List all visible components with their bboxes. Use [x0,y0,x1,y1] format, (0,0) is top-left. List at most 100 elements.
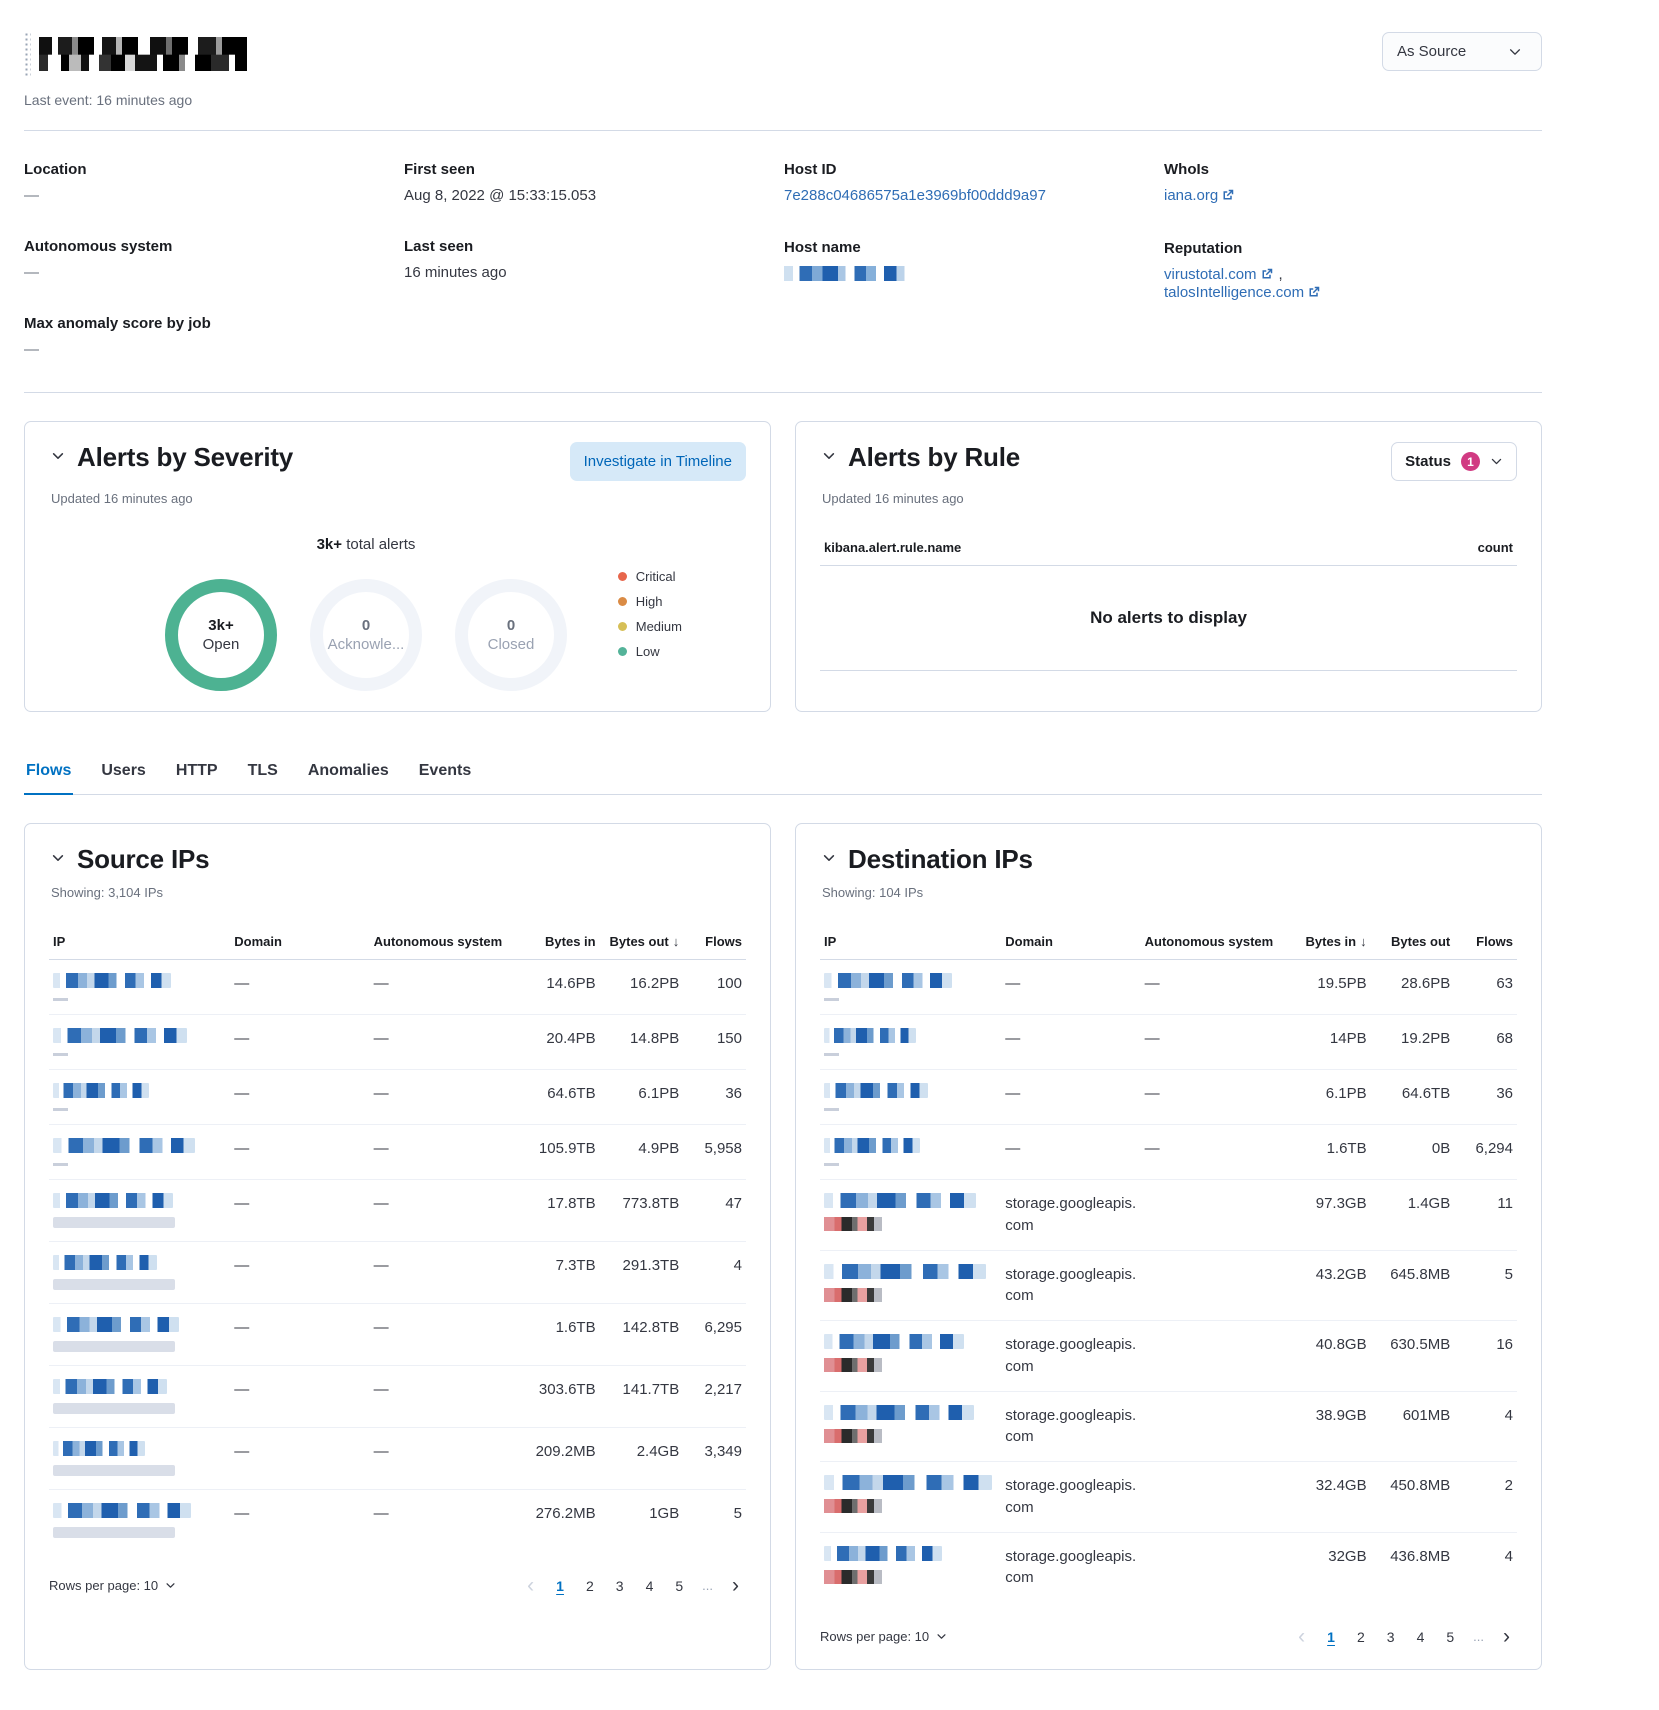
page-number-2[interactable]: 2 [585,1577,594,1594]
tab-tls[interactable]: TLS [247,762,278,779]
cell-ip-redacted[interactable] [820,1179,1002,1251]
as-source-select[interactable]: As Source [1382,32,1542,71]
cell-bytes-out: 0B [1370,1124,1455,1180]
ip-link-redacted[interactable] [53,1255,157,1270]
cell-ip-redacted[interactable] [49,1303,231,1366]
ip-link-redacted[interactable] [824,1193,976,1208]
previous-page-icon[interactable]: ‹ [527,1574,535,1597]
ip-link-redacted[interactable] [53,1317,179,1332]
column-header-autonomous-system[interactable]: Autonomous system [369,926,523,960]
page-number-4[interactable]: 4 [645,1577,654,1594]
cell-domain: — [1001,1069,1141,1125]
alerts-rule-title: Alerts by Rule [848,442,1021,472]
host-id-link[interactable]: 7e288c04686575a1e3969bf00ddd9a97 [784,187,1046,204]
tab-http[interactable]: HTTP [175,762,218,779]
page-number-3[interactable]: 3 [615,1577,624,1594]
column-header-flows[interactable]: Flows [1454,926,1517,960]
cell-ip-redacted[interactable] [49,1124,231,1180]
host-name-redacted[interactable] [784,266,912,282]
ip-link-redacted[interactable] [53,973,171,988]
ip-link-redacted[interactable] [53,1138,195,1153]
external-link-icon [1261,267,1273,284]
column-header-domain[interactable]: Domain [230,926,370,960]
cell-ip-redacted[interactable] [820,1250,1002,1321]
page-number-1[interactable]: 1 [1327,1628,1335,1645]
page-number-5[interactable]: 5 [675,1577,684,1594]
next-page-icon[interactable]: › [732,1574,739,1597]
ip-link-redacted[interactable] [53,1441,145,1456]
cell-ip-redacted[interactable] [820,1124,1002,1180]
cell-ip-redacted[interactable] [820,1014,1002,1070]
tab-flows[interactable]: Flows [24,756,74,795]
domain-text: storage.googleapis.com [1005,1547,1137,1587]
tab-events[interactable]: Events [418,762,472,779]
ip-link-redacted[interactable] [824,1138,920,1153]
status-filter-button[interactable]: Status 1 [1391,442,1517,481]
page-number-2[interactable]: 2 [1356,1628,1365,1645]
column-header-domain[interactable]: Domain [1001,926,1141,960]
cell-domain: — [230,1365,370,1428]
ip-link-redacted[interactable] [53,1193,173,1208]
tab-anomalies[interactable]: Anomalies [307,762,389,779]
collapse-chevron-icon[interactable] [49,447,67,468]
investigate-in-timeline-button[interactable]: Investigate in Timeline [569,442,746,481]
rule-name-column-header[interactable]: kibana.alert.rule.name [824,540,962,555]
collapse-chevron-icon[interactable] [820,849,838,870]
column-header-flows[interactable]: Flows [683,926,746,960]
page-number-5[interactable]: 5 [1446,1628,1455,1645]
ip-link-redacted[interactable] [824,1083,928,1098]
collapse-chevron-icon[interactable] [49,849,67,870]
ip-link-redacted[interactable] [53,1503,191,1518]
column-header-autonomous-system[interactable]: Autonomous system [1140,926,1294,960]
cell-ip-redacted[interactable] [49,1069,231,1125]
ip-link-redacted[interactable] [824,1334,964,1349]
cell-ip-redacted[interactable] [49,1179,231,1242]
tab-users[interactable]: Users [101,762,146,779]
reputation-link-talos[interactable]: talosIntelligence.com [1164,284,1305,301]
ip-link-redacted[interactable] [53,1083,149,1098]
ip-link-redacted[interactable] [824,1263,986,1279]
page-number-1[interactable]: 1 [556,1577,564,1594]
column-header-ip[interactable]: IP [820,926,1002,960]
ip-link-redacted[interactable] [824,1404,974,1420]
cell-ip-redacted[interactable] [49,959,231,1015]
cell-bytes-in: 276.2MB [535,1505,596,1522]
rule-count-column-header[interactable]: count [1477,540,1513,555]
cell-ip-redacted[interactable] [49,1241,231,1304]
column-header-bytes-out[interactable]: Bytes out [1370,926,1455,960]
cell-ip-redacted[interactable] [820,1391,1002,1462]
next-page-icon[interactable]: › [1503,1625,1510,1648]
cell-ip-redacted[interactable] [820,1532,1001,1602]
domain-text: storage.googleapis.com [1005,1265,1137,1305]
previous-page-icon[interactable]: ‹ [1298,1625,1306,1648]
ip-link-redacted[interactable] [824,1475,992,1490]
cell-ip-redacted[interactable] [820,1069,1002,1125]
column-header-bytes-in[interactable]: Bytes in ↓ [1293,926,1371,960]
cell-ip-redacted[interactable] [820,1320,1002,1392]
ip-link-redacted[interactable] [53,1028,187,1043]
ip-title-redacted [39,37,247,71]
ip-link-redacted[interactable] [824,1028,916,1043]
page-number-3[interactable]: 3 [1386,1628,1395,1645]
column-header-bytes-in[interactable]: Bytes in [522,926,600,960]
whois-link[interactable]: iana.org [1164,187,1219,204]
ip-link-redacted[interactable] [53,1379,167,1394]
ip-link-redacted[interactable] [824,1545,942,1561]
cell-ip-redacted[interactable] [820,959,1002,1015]
cell-ip-redacted[interactable] [49,1014,231,1070]
collapse-chevron-icon[interactable] [820,447,838,468]
cell-bytes-out: 601MB [1370,1391,1455,1462]
cell-bytes-out: 4.9PB [599,1124,684,1180]
ip-link-redacted[interactable] [824,973,952,988]
rows-per-page-button[interactable]: Rows per page: 10 [49,1578,176,1593]
cell-ip-redacted[interactable] [49,1490,230,1552]
reputation-link-virustotal[interactable]: virustotal.com [1164,266,1257,283]
cell-ip-redacted[interactable] [49,1427,231,1490]
cell-ip-redacted[interactable] [49,1365,231,1428]
page-number-4[interactable]: 4 [1416,1628,1425,1645]
rows-per-page-button[interactable]: Rows per page: 10 [820,1629,947,1644]
cell-bytes-in: 38.9GB [1293,1391,1371,1462]
cell-ip-redacted[interactable] [820,1461,1002,1533]
column-header-ip[interactable]: IP [49,926,231,960]
column-header-bytes-out[interactable]: Bytes out ↓ [599,926,684,960]
